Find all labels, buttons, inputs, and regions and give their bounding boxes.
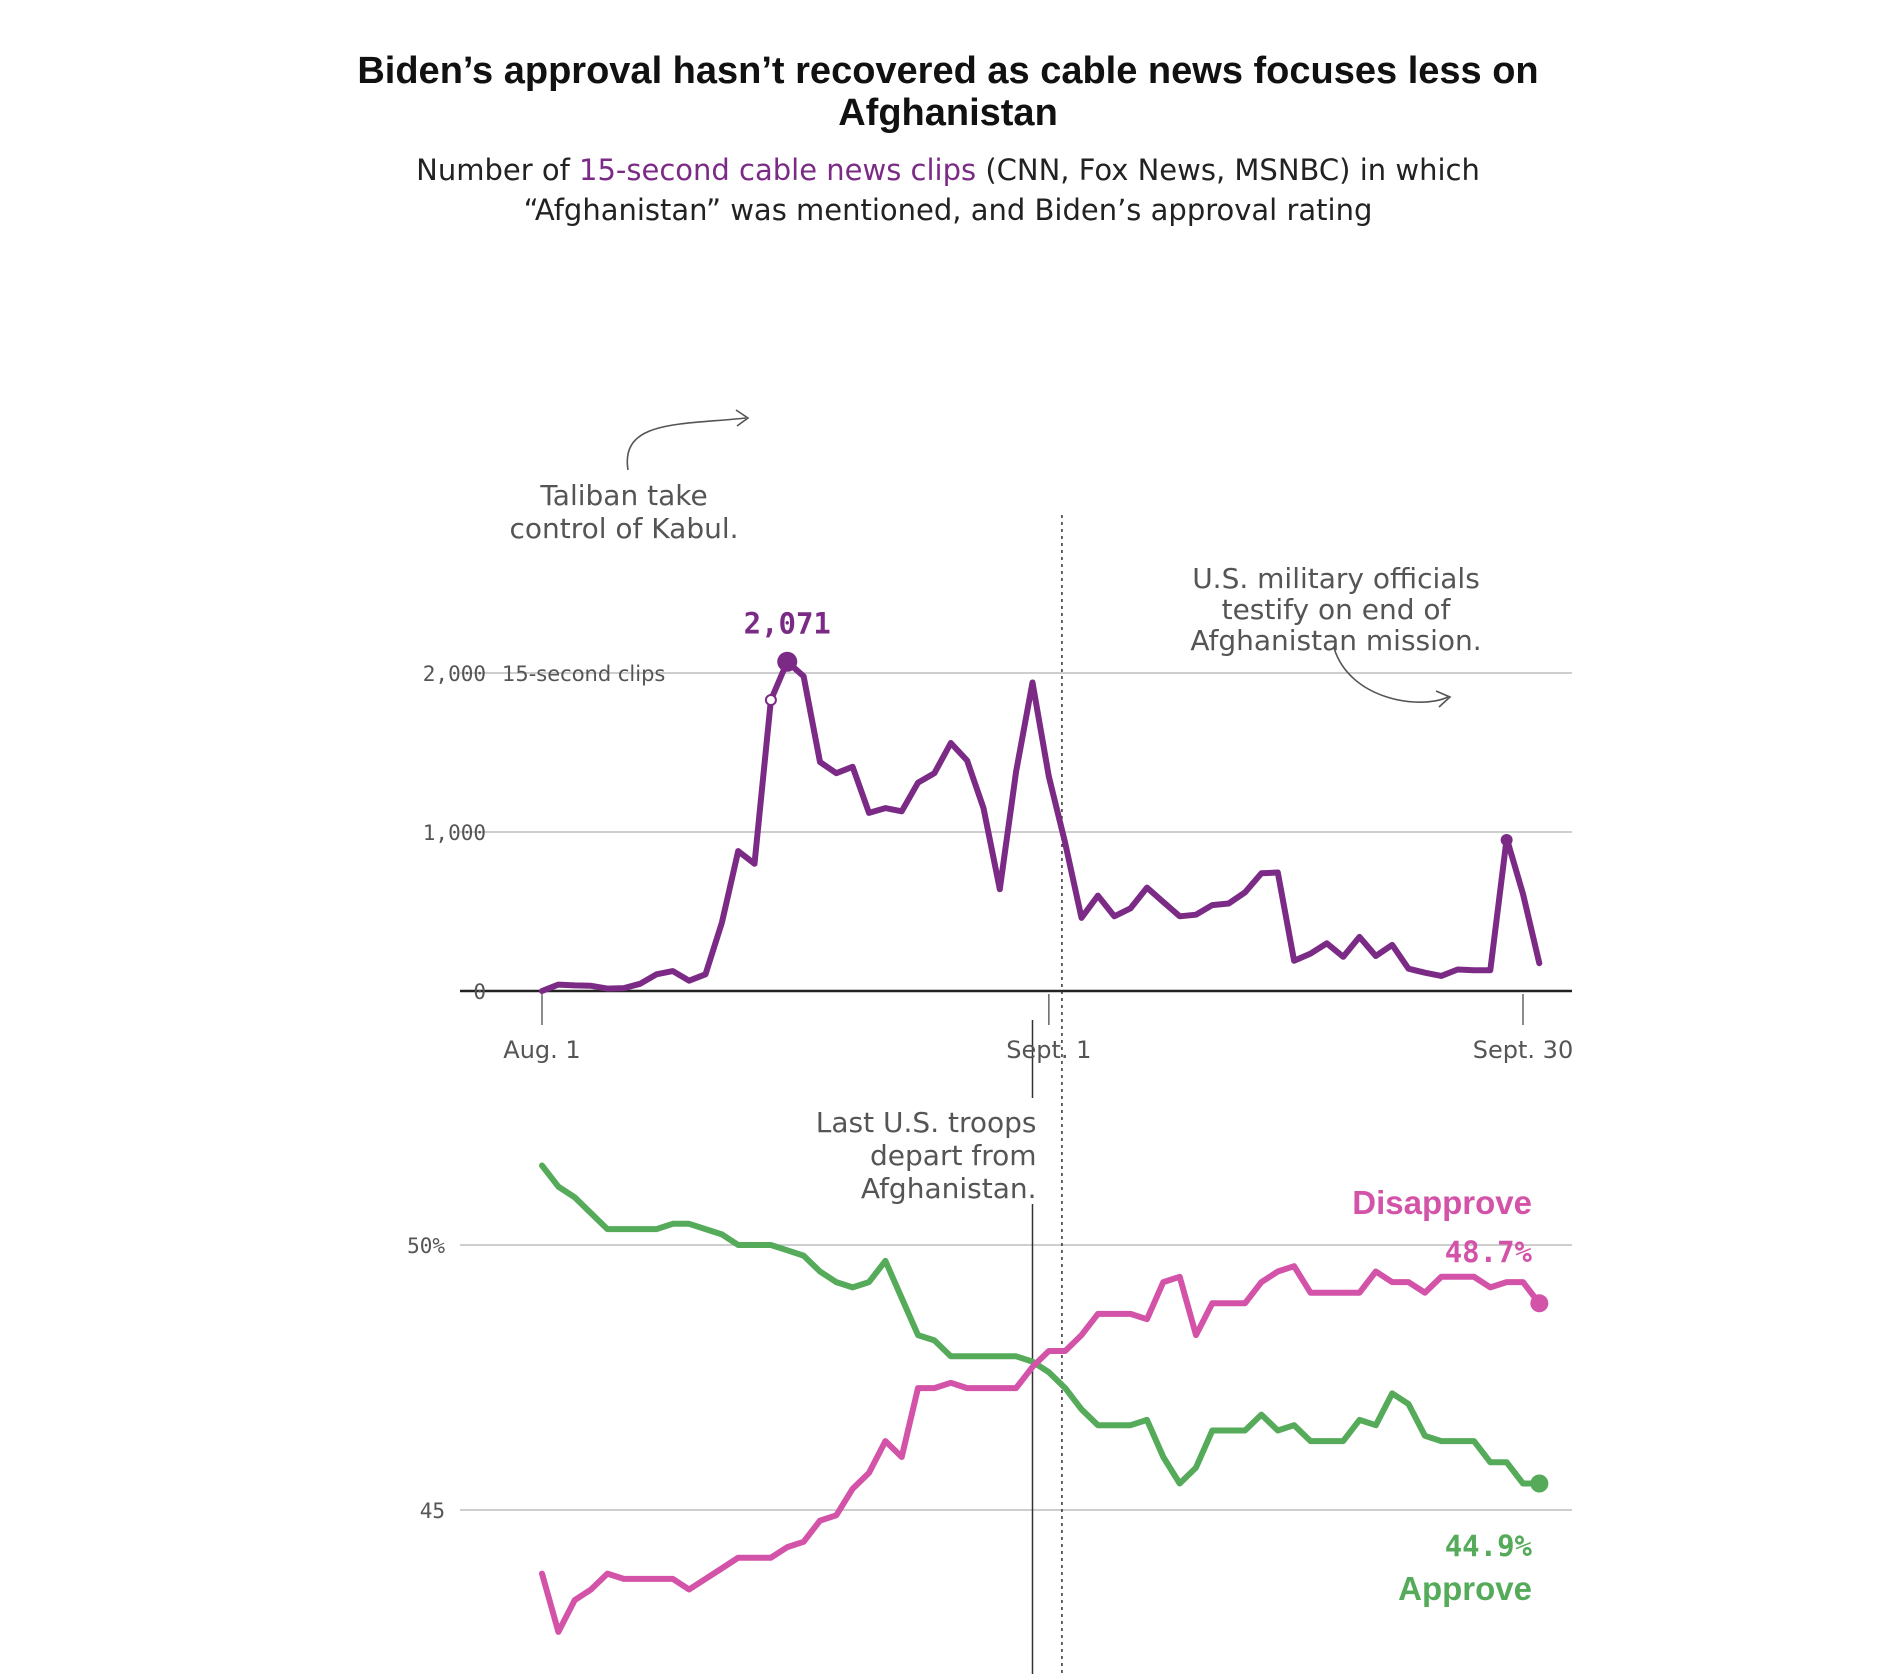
approve-end-value: 44.9% [1445, 1529, 1533, 1563]
disapprove-series-label: Disapprove [1352, 1184, 1532, 1221]
clips-xtick-label-60: Sept. 30 [1473, 1036, 1573, 1064]
kabul-annotation-line-1: Taliban take [539, 479, 707, 512]
chart-labels: 0 1,000 2,000 15-second clips Aug. 1 Sept. 1 S… [407, 409, 1573, 1607]
approve-end-marker [1530, 1474, 1549, 1493]
clips-ytick-label-0: 0 [473, 980, 486, 1004]
troops-label-backdrop [782, 1098, 1043, 1204]
chart-title: Biden’s approval hasn’t recovered as cab… [357, 50, 1539, 134]
subtitle-highlight: 15-second cable news clips [579, 153, 977, 187]
troops-annotation-line-1: Last U.S. troops [816, 1106, 1037, 1139]
disapprove-series-line [539, 1263, 1543, 1635]
subtitle-text-start: Number of [416, 153, 580, 187]
clips-ytick-label-2000: 2,000 [423, 662, 486, 686]
testimony-event-marker [1500, 833, 1513, 846]
clips-ytick-label-1000: 1,000 [423, 821, 486, 845]
poll-ytick-label-45: 45 [420, 1499, 445, 1523]
clips-xtick-label-31: Sept. 1 [1006, 1036, 1091, 1064]
chart-subtitle: Number of 15-second cable news clips (CN… [348, 150, 1548, 230]
clips-xtick-label-0: Aug. 1 [503, 1036, 580, 1064]
clips-peak-marker [777, 651, 798, 672]
testimony-arrowhead [1435, 690, 1452, 708]
approve-series-label: Approve [1398, 1570, 1532, 1607]
kabul-annotation-line-2: control of Kabul. [509, 512, 738, 545]
disapprove-end-value: 48.7% [1445, 1235, 1533, 1269]
kabul-arrow [626, 417, 747, 471]
testimony-annotation-line-1: U.S. military officials [1192, 562, 1480, 595]
testimony-annotation-line-2: testify on end of [1222, 593, 1452, 626]
clips-peak-label: 2,071 [744, 607, 831, 641]
series-lines [539, 651, 1549, 1635]
poll-ytick-label-50: 50% [407, 1234, 445, 1258]
gridlines [460, 515, 1572, 1674]
approve-series-line [539, 1162, 1543, 1487]
clips-unit-label: 15-second clips [502, 662, 665, 686]
testimony-arrow [1333, 647, 1449, 703]
troops-annotation-line-2: depart from [870, 1139, 1036, 1172]
testimony-annotation-line-3: Afghanistan mission. [1190, 624, 1481, 657]
chart-header: Biden’s approval hasn’t recovered as cab… [0, 0, 1896, 230]
subtitle-text-end: (CNN, Fox News, MSNBC) in which “Afghani… [523, 153, 1480, 227]
kabul-arrowhead [735, 409, 750, 427]
disapprove-end-marker [1530, 1294, 1549, 1313]
clips-series-line [539, 658, 1543, 994]
kabul-event-marker [764, 694, 777, 707]
troops-annotation-line-3: Afghanistan. [861, 1172, 1037, 1205]
